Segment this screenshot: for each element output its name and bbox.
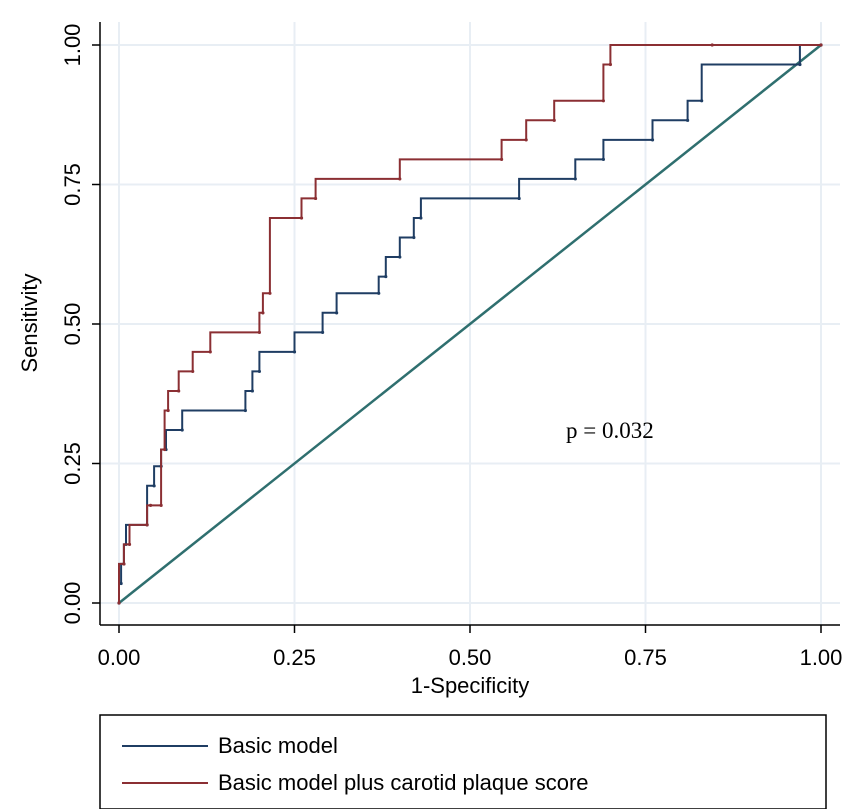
series-point-basic-model-plus-carotid-plaque-score-2 [122, 562, 126, 566]
series-point-basic-model-plus-carotid-plaque-score-34 [499, 157, 504, 161]
series-point-basic-model-plus-carotid-plaque-score-14 [166, 408, 170, 413]
x-tick-label-0: 0.00 [98, 645, 141, 670]
series-point-basic-model-plus-carotid-plaque-score-32 [398, 177, 402, 181]
series-point-basic-model-18 [243, 408, 247, 413]
x-tick-label-3: 0.75 [624, 645, 667, 670]
series-point-basic-model-plus-carotid-plaque-score-40 [601, 99, 605, 103]
series-point-basic-model-26 [320, 330, 325, 334]
series-point-basic-model-plus-carotid-plaque-score-10 [159, 503, 163, 507]
y-tick-label-3: 0.75 [60, 163, 85, 206]
series-point-basic-model-plus-carotid-plaque-score-28 [299, 216, 304, 220]
series-point-basic-model-10 [152, 484, 156, 488]
series-point-basic-model-44 [601, 157, 605, 161]
x-axis-title: 1-Specificity [411, 673, 530, 698]
reference-diagonal [118, 44, 822, 604]
series-point-basic-model-plus-carotid-plaque-score-4 [127, 542, 132, 547]
series-point-basic-model-34 [398, 255, 402, 259]
p-value-annotation: p = 0.032 [566, 418, 654, 443]
series-point-basic-model-plus-carotid-plaque-score-8 [148, 503, 153, 507]
legend: Basic model Basic model plus carotid pla… [99, 714, 827, 809]
y-tick-label-0: 0.00 [60, 582, 85, 625]
series-point-basic-model-42 [573, 177, 577, 181]
series-group [117, 43, 823, 605]
series-point-basic-model-plus-carotid-plaque-score-16 [177, 389, 181, 393]
series-point-basic-model-plus-carotid-plaque-score-36 [524, 138, 528, 142]
series-point-basic-model-plus-carotid-plaque-score-24 [261, 311, 265, 315]
series-point-basic-model-52 [798, 62, 802, 67]
series-point-basic-model-40 [517, 196, 521, 201]
legend-box [99, 714, 827, 809]
y-tick-label-4: 1.00 [60, 24, 85, 67]
series-point-basic-model-46 [650, 138, 655, 142]
axes [92, 22, 840, 633]
x-tick-label-4: 1.00 [800, 645, 843, 670]
series-point-basic-model-36 [412, 235, 416, 240]
series-point-basic-model-plus-carotid-plaque-score-44 [710, 43, 714, 47]
series-point-basic-model-48 [686, 118, 690, 122]
series-point-basic-model-plus-carotid-plaque-score-26 [268, 291, 272, 295]
series-point-basic-model-22 [257, 369, 261, 374]
series-point-basic-model-16 [180, 428, 184, 432]
series-point-basic-model-20 [250, 389, 254, 393]
series-point-basic-model-plus-carotid-plaque-score-42 [608, 62, 613, 67]
series-point-basic-model-plus-carotid-plaque-score-38 [552, 118, 556, 122]
series-point-basic-model-30 [377, 291, 381, 295]
series-line-basic-model [118, 44, 821, 603]
series-point-basic-model-plus-carotid-plaque-score-12 [163, 447, 167, 452]
series-point-basic-model-plus-carotid-plaque-score-30 [313, 196, 318, 201]
y-tick-label-2: 0.50 [60, 303, 85, 346]
series-point-basic-model-plus-carotid-plaque-score-18 [191, 369, 195, 374]
legend-label-basic-model: Basic model [218, 733, 338, 758]
series-point-basic-model-plus-carotid-plaque-score-22 [257, 330, 261, 334]
legend-label-plus-plaque: Basic model plus carotid plaque score [218, 770, 589, 795]
series-point-basic-model-28 [335, 311, 339, 315]
x-tick-label-2: 0.50 [449, 645, 492, 670]
series-point-basic-model-2 [119, 581, 123, 586]
series-point-basic-model-24 [292, 350, 297, 354]
y-axis-title: Sensitivity [17, 273, 42, 372]
series-point-basic-model-plus-carotid-plaque-score-6 [145, 523, 149, 527]
series-point-basic-model-50 [700, 99, 704, 103]
y-tick-label-1: 0.25 [60, 442, 85, 485]
series-point-basic-model-plus-carotid-plaque-score-20 [208, 350, 212, 354]
series-line-basic-model-plus-carotid-plaque-score [118, 44, 821, 603]
x-tick-label-1: 0.25 [273, 645, 316, 670]
series-point-basic-model-32 [384, 274, 388, 279]
tick-labels: 0.00 0.25 0.50 0.75 1.00 0.00 0.25 0.50 0.75 1.00 [60, 24, 842, 670]
series-point-basic-model-plus-carotid-plaque-score-0 [117, 601, 121, 605]
series-point-basic-model-plus-carotid-plaque-score-46 [819, 43, 823, 47]
series-point-basic-model-38 [419, 216, 423, 220]
